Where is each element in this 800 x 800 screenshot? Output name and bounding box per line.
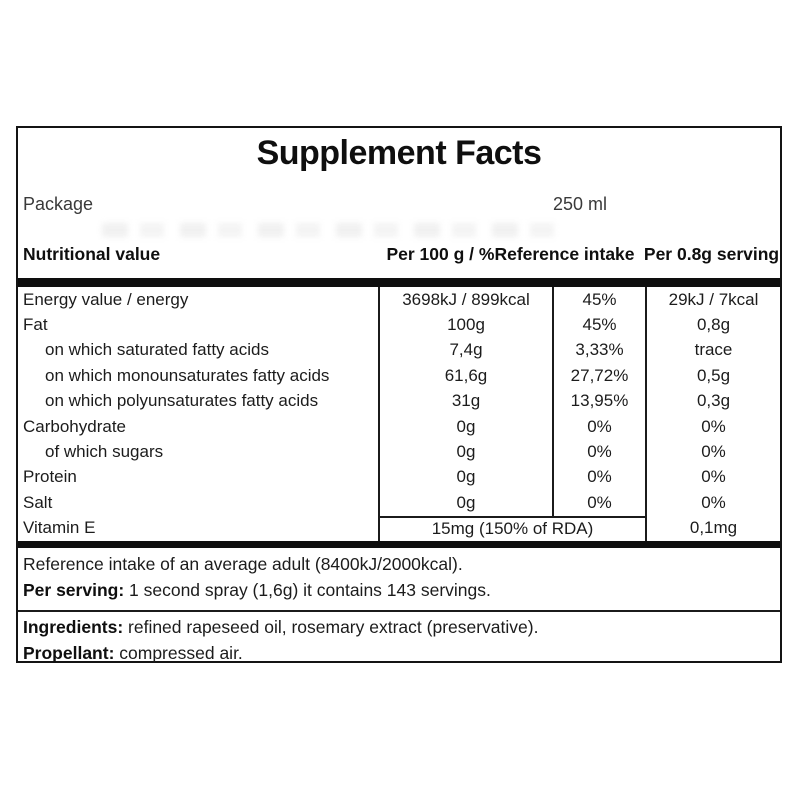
per-serving-cell: 0,3g <box>645 388 780 414</box>
column-header-nutritional-value: Nutritional value <box>23 244 161 264</box>
propellant-text: compressed air. <box>114 643 243 663</box>
table-row: of which sugars 0g 0% 0% <box>18 439 780 465</box>
percent-reference-cell: 45% <box>552 312 645 338</box>
nutrient-name-cell: Energy value / energy <box>23 289 189 309</box>
footer-divider-line <box>18 610 780 612</box>
reference-intake-note: Reference intake of an average adult (84… <box>23 554 463 575</box>
table-row: on which monounsaturates fatty acids 61,6… <box>18 363 780 389</box>
supplement-facts-label: Supplement Facts Package 250 ml Nutritio… <box>16 126 782 663</box>
faded-print-artifact <box>102 223 562 237</box>
table-row: Carbohydrate 0g 0% 0% <box>18 413 780 440</box>
percent-reference-cell: 3,33% <box>552 337 645 364</box>
column-header-per-100g-reference-intake: Per 100 g / %Reference intake <box>386 244 635 264</box>
percent-reference-cell: 0% <box>552 464 645 491</box>
per-serving-cell: 0% <box>645 490 780 516</box>
per-serving-note: Per serving: 1 second spray (1,6g) it co… <box>23 580 491 601</box>
per-100g-cell: 0g <box>378 413 552 440</box>
per-serving-cell: 0% <box>645 464 780 491</box>
merged-value-cell: 15mg (150% of RDA) <box>378 515 645 541</box>
nutrient-name-cell: on which monounsaturates fatty acids <box>45 365 330 385</box>
nutrient-name-cell: on which polyunsaturates fatty acids <box>45 391 319 411</box>
per-serving-cell: 29kJ / 7kcal <box>645 287 780 313</box>
percent-reference-cell: 27,72% <box>552 363 645 389</box>
thick-divider-bottom <box>18 541 780 548</box>
table-row: Energy value / energy 3698kJ / 899kcal 45%… <box>18 287 780 313</box>
table-row: Salt 0g 0% 0% <box>18 490 780 516</box>
package-label: Package <box>23 194 94 214</box>
table-row: on which polyunsaturates fatty acids 31g 1… <box>18 388 780 414</box>
per-serving-text: 1 second spray (1,6g) it contains 143 se… <box>124 580 491 600</box>
nutrient-name-cell: on which saturated fatty acids <box>45 340 269 360</box>
nutrient-name-cell: Salt <box>23 492 53 512</box>
ingredients-text: refined rapeseed oil, rosemary extract (… <box>123 617 539 637</box>
per-100g-cell: 0g <box>378 439 552 465</box>
nutrient-name-cell: Protein <box>23 467 77 487</box>
propellant-note: Propellant: compressed air. <box>23 643 243 664</box>
per-serving-cell: trace <box>645 337 780 364</box>
column-header-per-serving: Per 0.8g serving <box>643 244 780 264</box>
per-serving-cell: 0,1mg <box>645 515 780 541</box>
nutrient-name-cell: of which sugars <box>45 442 164 462</box>
per-serving-label: Per serving: <box>23 580 125 600</box>
percent-reference-cell: 0% <box>552 439 645 465</box>
per-serving-cell: 0% <box>645 413 780 440</box>
thick-divider-top <box>18 278 780 287</box>
nutrient-name-cell: Vitamin E <box>23 518 96 538</box>
percent-reference-cell: 13,95% <box>552 388 645 414</box>
per-100g-cell: 7,4g <box>378 337 552 364</box>
per-100g-cell: 61,6g <box>378 363 552 389</box>
percent-reference-cell: 0% <box>552 413 645 440</box>
table-row: Vitamin E 15mg (150% of RDA) 0,1mg <box>18 515 780 541</box>
nutrient-name-cell: Fat <box>23 315 48 335</box>
table-row: Fat 100g 45% 0,8g <box>18 312 780 338</box>
table-row: Protein 0g 0% 0% <box>18 464 780 491</box>
table-row: on which saturated fatty acids 7,4g 3,33% t… <box>18 337 780 364</box>
per-100g-cell: 0g <box>378 464 552 491</box>
nutrition-table: Energy value / energy 3698kJ / 899kcal 45%… <box>18 287 780 541</box>
per-100g-cell: 100g <box>378 312 552 338</box>
percent-reference-cell: 0% <box>552 490 645 516</box>
propellant-label: Propellant: <box>23 643 115 663</box>
reference-intake-text: Reference intake of an average adult (84… <box>23 554 463 574</box>
per-100g-cell: 3698kJ / 899kcal <box>378 287 552 313</box>
per-100g-cell: 31g <box>378 388 552 414</box>
per-100g-cell: 0g <box>378 490 552 516</box>
label-title: Supplement Facts <box>256 134 542 172</box>
per-serving-cell: 0% <box>645 439 780 465</box>
ingredients-label: Ingredients: <box>23 617 124 637</box>
per-serving-cell: 0,8g <box>645 312 780 338</box>
ingredients-note: Ingredients: refined rapeseed oil, rosem… <box>23 617 538 638</box>
percent-reference-cell: 45% <box>552 287 645 313</box>
per-serving-cell: 0,5g <box>645 363 780 389</box>
nutrient-name-cell: Carbohydrate <box>23 416 127 436</box>
package-volume-value: 250 ml <box>553 194 608 214</box>
